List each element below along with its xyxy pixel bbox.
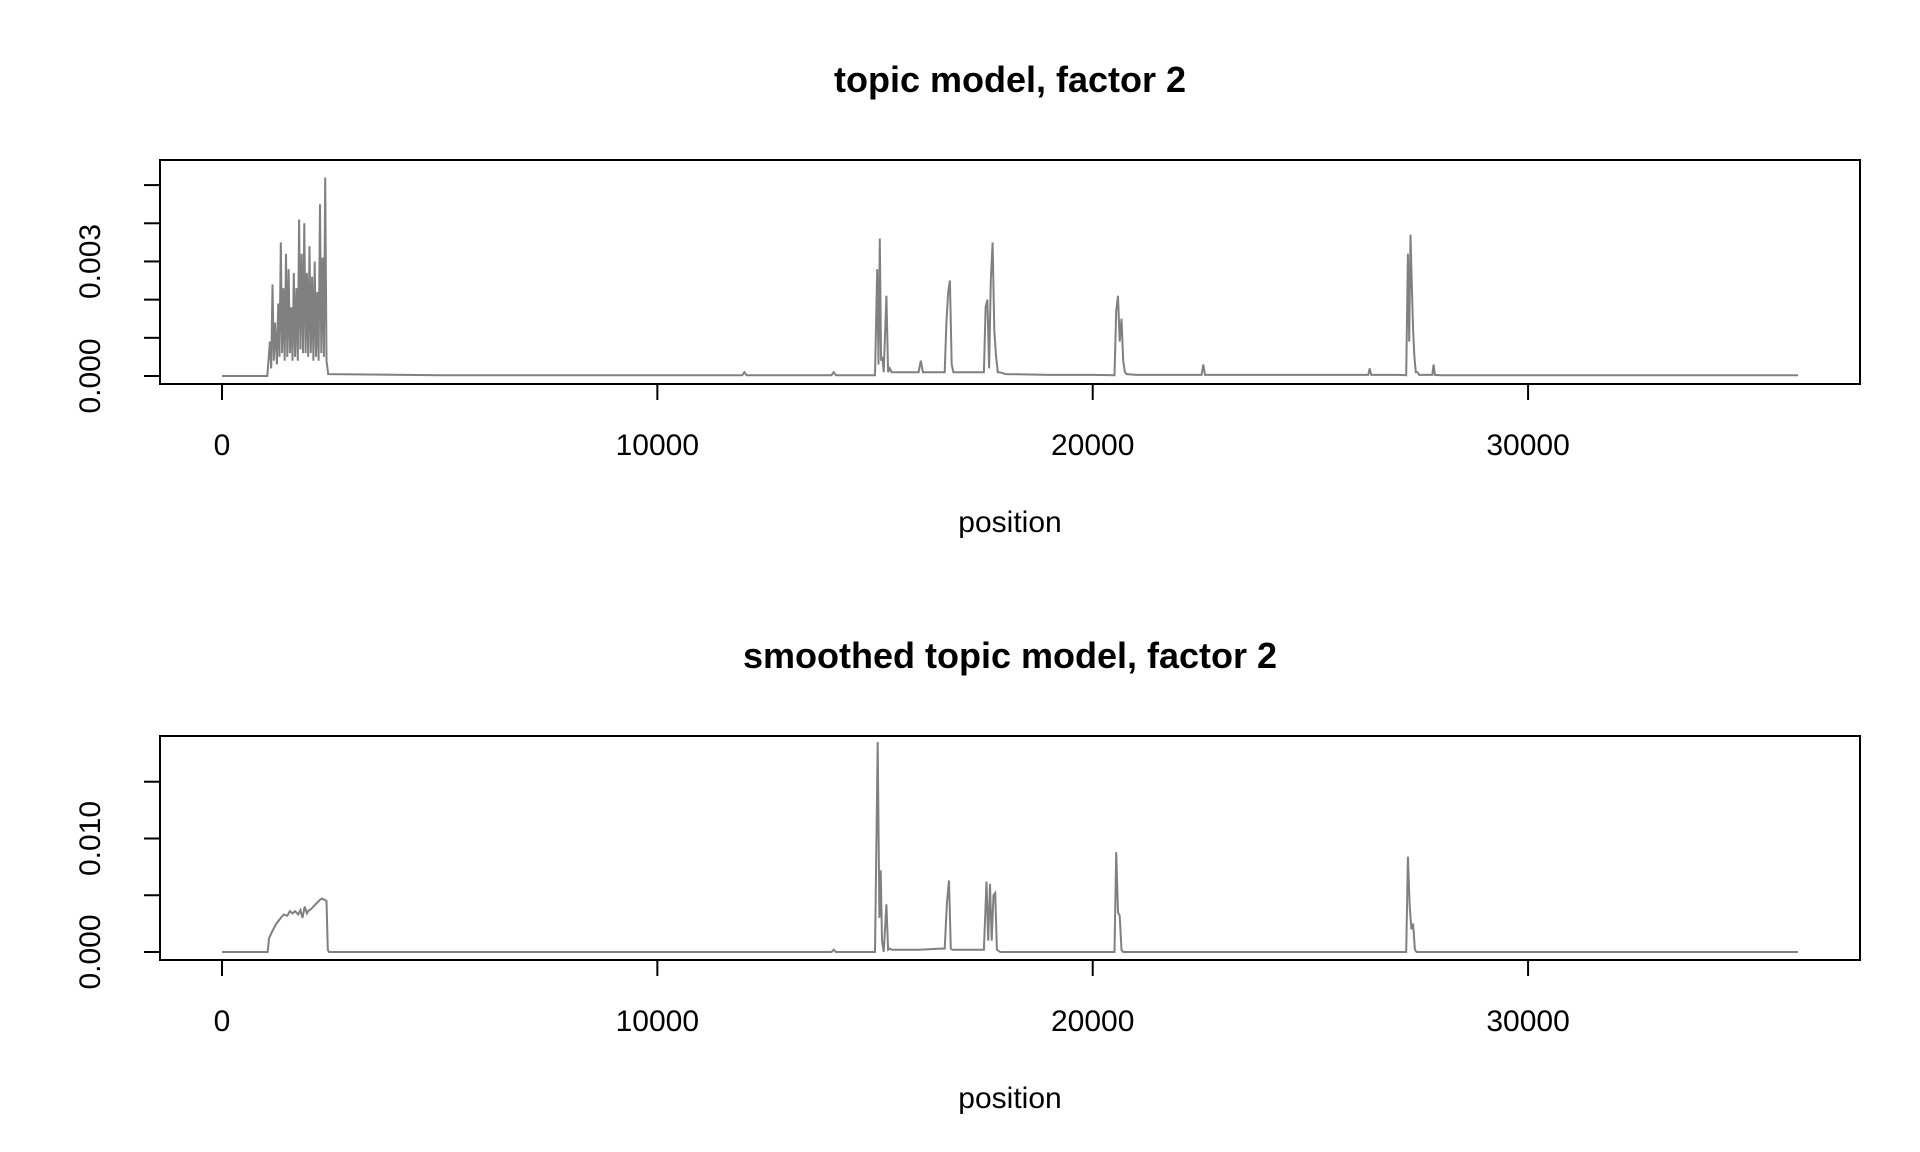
series-line [222,741,1798,953]
series-line [222,177,1798,377]
y-tick-label: 0.000 [74,338,107,413]
y-tick-label: 0.000 [74,914,107,989]
x-tick-label: 0 [214,1005,231,1038]
x-tick-label: 0 [214,429,231,462]
x-tick-label: 20000 [1051,1005,1134,1038]
x-tick-label: 10000 [616,429,699,462]
x-tick-label: 30000 [1486,1005,1569,1038]
chart-panel-top: topic model, factor 2 0 10000 20000 30000 0.0… [74,59,1861,539]
x-axis-label: position [958,506,1061,539]
chart-title: topic model, factor 2 [834,59,1186,100]
x-tick-label: 30000 [1486,429,1569,462]
plot-frame [159,159,1861,385]
x-axis-label: position [958,1082,1061,1115]
chart-top: topic model, factor 2 0 10000 20000 30000 0.0… [74,59,1861,539]
chart-bottom: smoothed topic model, factor 2 0 10000 2000… [74,635,1861,1115]
chart-panel-bottom: smoothed topic model, factor 2 0 10000 2000… [0,576,1920,1152]
x-tick-label: 10000 [616,1005,699,1038]
y-tick-label: 0.010 [74,801,107,876]
plot-frame [159,735,1861,961]
chart-title: smoothed topic model, factor 2 [743,635,1277,676]
y-tick-label: 0.003 [74,224,107,299]
x-tick-label: 20000 [1051,429,1134,462]
